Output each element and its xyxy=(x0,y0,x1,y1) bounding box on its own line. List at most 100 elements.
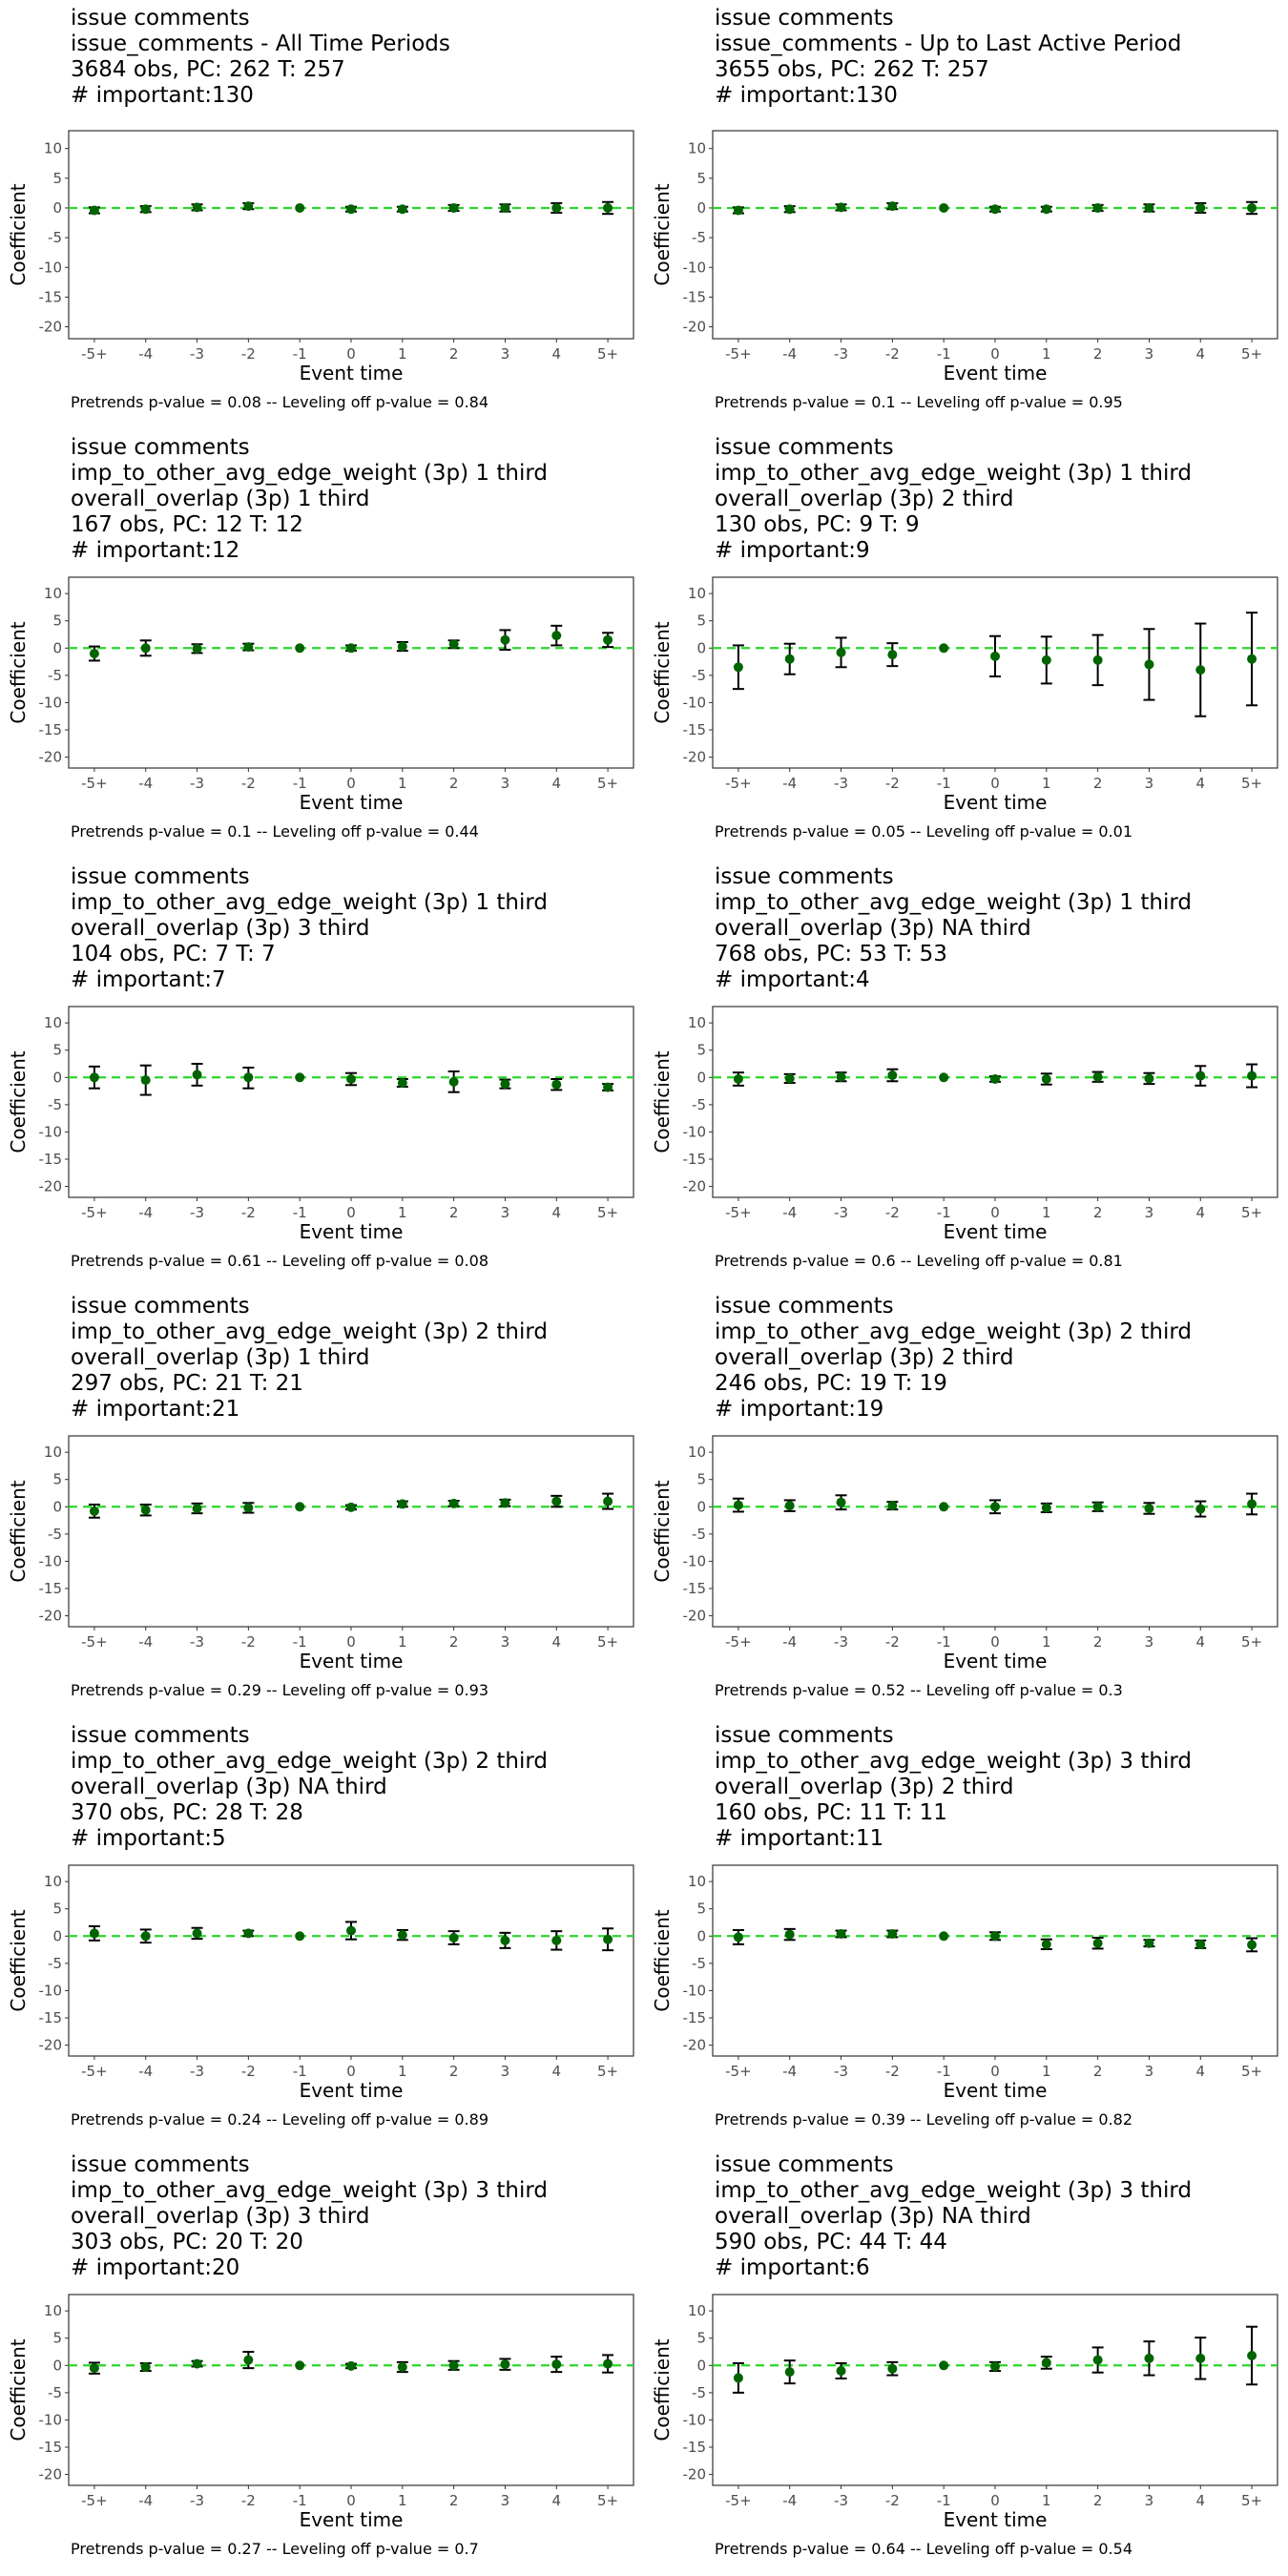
y-tick-label: -10 xyxy=(683,694,707,711)
data-point xyxy=(784,1073,795,1084)
x-tick-label: -5+ xyxy=(725,775,752,792)
x-tick-label: -1 xyxy=(293,1204,307,1221)
x-tick-label: -5+ xyxy=(725,1204,752,1221)
data-point xyxy=(500,1498,510,1508)
data-point xyxy=(990,2361,1000,2372)
y-tick-label: -20 xyxy=(39,1178,63,1195)
data-point xyxy=(243,1928,254,1939)
chart-title-line: imp_to_other_avg_edge_weight (3p) 2 thir… xyxy=(715,1319,1192,1344)
data-point xyxy=(1195,1939,1206,1949)
data-point xyxy=(500,1935,510,1945)
x-tick-label: 4 xyxy=(1195,775,1205,792)
x-axis-label: Event time xyxy=(300,2079,404,2102)
x-tick-label: 1 xyxy=(1042,2063,1051,2080)
x-tick-label: -3 xyxy=(190,2063,204,2080)
x-tick-label: -5+ xyxy=(81,775,108,792)
plot-area xyxy=(712,2294,1278,2486)
x-tick-label: -4 xyxy=(138,1204,153,1221)
y-tick-label: 0 xyxy=(696,1927,706,1944)
data-point xyxy=(784,1929,795,1940)
x-tick-label: -3 xyxy=(190,1204,204,1221)
data-point xyxy=(397,641,407,652)
x-tick-label: -2 xyxy=(241,1204,256,1221)
x-tick-label: 0 xyxy=(346,1204,356,1221)
data-point xyxy=(295,1931,305,1942)
x-tick-label: -3 xyxy=(834,775,848,792)
data-point xyxy=(603,2358,613,2369)
x-tick-label: -4 xyxy=(138,1633,153,1651)
y-tick-label: 0 xyxy=(52,199,62,217)
y-tick-label: -10 xyxy=(39,1552,63,1569)
x-tick-label: 5+ xyxy=(1241,2063,1262,2080)
data-point xyxy=(140,1075,151,1086)
x-tick-label: -1 xyxy=(937,1204,951,1221)
chart-title-line: imp_to_other_avg_edge_weight (3p) 1 thir… xyxy=(715,890,1192,915)
y-tick-label: -20 xyxy=(39,749,63,766)
x-tick-label: 2 xyxy=(449,2492,459,2509)
pvalue-footer: Pretrends p-value = 0.64 -- Leveling off… xyxy=(715,2540,1132,2558)
chart-title-line: # important:12 xyxy=(71,538,240,563)
chart-title-line: issue comments xyxy=(71,2152,250,2177)
x-tick-label: -4 xyxy=(138,2063,153,2080)
chart-title-line: overall_overlap (3p) 2 third xyxy=(715,487,1014,511)
y-tick-label: -5 xyxy=(48,667,62,684)
y-tick-label: -15 xyxy=(39,721,63,738)
data-point xyxy=(397,2362,407,2372)
chart-title-line: 3655 obs, PC: 262 T: 257 xyxy=(715,57,989,82)
data-point xyxy=(887,1501,898,1511)
x-tick-label: 2 xyxy=(449,1204,459,1221)
y-tick-label: 5 xyxy=(696,613,706,630)
data-point xyxy=(990,1502,1000,1512)
x-tick-label: -3 xyxy=(190,345,204,363)
y-tick-label: -10 xyxy=(39,259,63,276)
chart-title-line: issue_comments - All Time Periods xyxy=(71,31,450,56)
y-tick-label: 5 xyxy=(696,2330,706,2347)
data-point xyxy=(1247,654,1257,664)
data-point xyxy=(733,2373,743,2383)
data-point xyxy=(1041,1503,1051,1513)
data-point xyxy=(551,1935,562,1945)
data-point xyxy=(448,1498,459,1508)
x-tick-label: -4 xyxy=(782,2063,797,2080)
y-tick-label: -10 xyxy=(683,259,707,276)
data-point xyxy=(1144,1504,1154,1513)
x-tick-label: -4 xyxy=(782,1204,797,1221)
data-point xyxy=(1041,1074,1051,1084)
chart-title-line: 297 obs, PC: 21 T: 21 xyxy=(71,1371,303,1396)
y-tick-label: -15 xyxy=(683,288,707,305)
data-point xyxy=(448,639,459,650)
x-tick-label: 4 xyxy=(551,775,561,792)
x-tick-label: -2 xyxy=(241,1633,256,1651)
data-point xyxy=(192,643,202,654)
y-tick-label: 10 xyxy=(44,2302,62,2319)
data-point xyxy=(1092,654,1103,665)
x-tick-label: -3 xyxy=(190,1633,204,1651)
data-point xyxy=(89,2363,99,2374)
chart-title-line: # important:130 xyxy=(715,83,898,108)
data-point xyxy=(990,1931,1000,1942)
x-tick-label: -5+ xyxy=(81,2063,108,2080)
chart-panel: issue comments imp_to_other_avg_edge_weig… xyxy=(644,1288,1288,1717)
y-axis-label: Coefficient xyxy=(7,1050,30,1153)
y-tick-label: -20 xyxy=(683,749,707,766)
y-axis-label: Coefficient xyxy=(651,1050,674,1153)
x-tick-label: 0 xyxy=(990,345,1000,363)
chart-title-line: # important:9 xyxy=(715,538,870,563)
data-point xyxy=(500,202,510,213)
data-point xyxy=(448,2360,459,2371)
chart-title: issue comments imp_to_other_avg_edge_weig… xyxy=(715,1723,1192,1852)
data-point xyxy=(1092,1071,1103,1082)
data-point xyxy=(295,202,305,213)
y-tick-label: 10 xyxy=(688,1873,706,1890)
data-point xyxy=(990,1074,1000,1084)
x-tick-label: 4 xyxy=(551,1204,561,1221)
x-tick-label: -4 xyxy=(782,2492,797,2509)
x-tick-label: -1 xyxy=(937,775,951,792)
chart-title-line: # important:5 xyxy=(71,1826,226,1851)
y-tick-label: 0 xyxy=(52,1069,62,1086)
x-tick-label: 3 xyxy=(501,775,510,792)
y-tick-label: 0 xyxy=(52,639,62,656)
chart-title: issue comments imp_to_other_avg_edge_weig… xyxy=(715,2152,1192,2281)
y-tick-label: 5 xyxy=(696,1042,706,1059)
y-tick-label: 10 xyxy=(44,585,62,602)
